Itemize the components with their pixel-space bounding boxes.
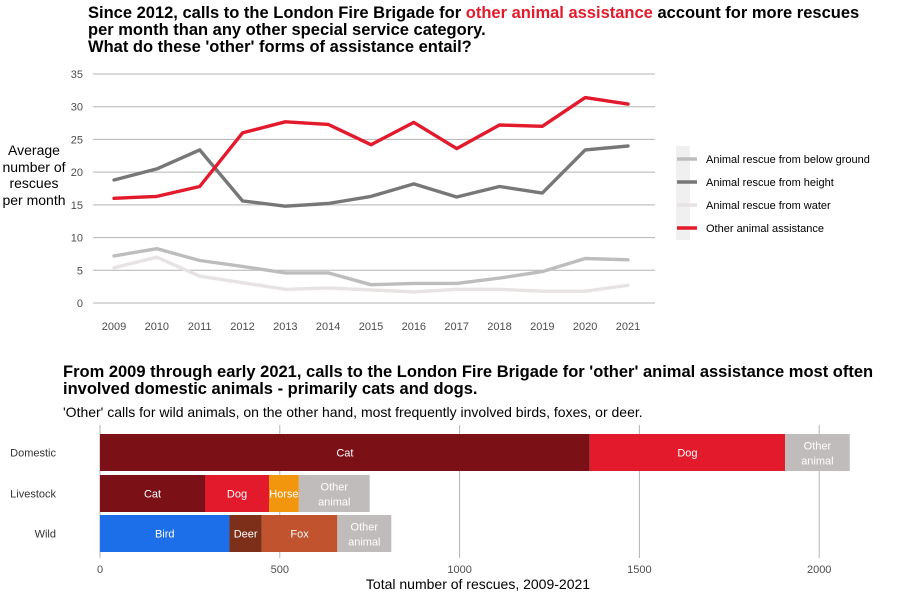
top-chart-title: Since 2012, calls to the London Fire Bri… [88, 5, 888, 56]
x-tick-label: 500 [271, 564, 289, 576]
bar-segment [261, 515, 338, 552]
legend-key-background [676, 146, 690, 240]
bottom-chart-subtitle: 'Other' calls for wild animals, on the o… [63, 404, 643, 420]
bar-label: animal [801, 456, 833, 468]
top-chart-y-axis-label: Average number of rescues per month [2, 142, 66, 208]
x-tick-label: 2017 [444, 321, 468, 333]
x-tick-label: 2011 [188, 321, 212, 333]
top-chart-title-line3: What do these 'other' forms of assistanc… [88, 38, 472, 56]
y-tick-label: 10 [71, 233, 83, 245]
x-tick-label: 2016 [402, 321, 426, 333]
bar-label: Cat [144, 489, 161, 501]
bar-segment [100, 515, 230, 552]
x-tick-label: 2014 [316, 321, 340, 333]
x-tick-label: 0 [97, 564, 103, 576]
x-tick-label: 2021 [616, 321, 640, 333]
bar-segment [205, 475, 270, 512]
legend-label: Animal rescue from water [706, 200, 831, 212]
y-tick-label: 25 [71, 134, 83, 146]
bar-label: Deer [234, 529, 258, 541]
bar-label: Other [351, 522, 379, 534]
bar-label: Bird [155, 529, 175, 541]
x-tick-label: 2013 [273, 321, 297, 333]
y-tick-label: 0 [77, 298, 83, 310]
series-line [112, 246, 630, 287]
x-tick-label: 2000 [807, 564, 831, 576]
bar-label: Dog [677, 448, 697, 460]
bar-segment [298, 475, 370, 512]
top-chart-title-part2: account for more rescues per month than … [88, 4, 860, 39]
legend-label: Animal rescue from below ground [706, 154, 870, 166]
x-tick-label: 2012 [230, 321, 254, 333]
y-category-label: Livestock [10, 489, 56, 501]
legend-label: Other animal assistance [706, 223, 824, 235]
x-tick-label: 2019 [530, 321, 554, 333]
x-tick-label: 2018 [487, 321, 511, 333]
x-tick-label: 1000 [447, 564, 471, 576]
bottom-chart-title: From 2009 through early 2021, calls to t… [63, 363, 874, 398]
legend-label: Animal rescue from height [706, 177, 834, 189]
y-tick-label: 35 [71, 69, 83, 81]
y-tick-label: 30 [71, 102, 83, 114]
x-tick-label: 2015 [359, 321, 383, 333]
bar-segment [100, 475, 206, 512]
y-tick-label: 5 [77, 265, 83, 277]
bar-label: Cat [336, 448, 353, 460]
bar-segment [229, 515, 262, 552]
bar-label: Other [804, 441, 832, 453]
series-line [112, 95, 630, 201]
y-tick-label: 20 [71, 167, 83, 179]
series-line [112, 144, 630, 208]
x-tick-label: 1500 [627, 564, 651, 576]
bar-segment [785, 434, 850, 471]
bar-segment [589, 434, 786, 471]
bar-label: Other [321, 482, 349, 494]
bar-segment [100, 434, 590, 471]
y-category-label: Domestic [10, 448, 56, 460]
top-chart-title-part1: Since 2012, calls to the London Fire Bri… [88, 4, 466, 22]
bar-label: Fox [290, 529, 309, 541]
bottom-chart-x-axis-label: Total number of rescues, 2009-2021 [365, 576, 591, 592]
top-chart-title-highlight: other animal assistance [465, 4, 653, 22]
bar-segment [337, 515, 392, 552]
y-tick-label: 15 [71, 200, 83, 212]
x-tick-label: 2010 [145, 321, 169, 333]
x-tick-label: 2009 [102, 321, 126, 333]
bar-label: animal [318, 497, 350, 509]
bar-label: animal [348, 537, 380, 549]
bar-label: Dog [227, 489, 247, 501]
series-line [112, 255, 630, 294]
bar-segment [269, 475, 299, 512]
y-category-label: Wild [35, 529, 56, 541]
x-tick-label: 2020 [573, 321, 597, 333]
bar-label: Horse [269, 489, 298, 501]
